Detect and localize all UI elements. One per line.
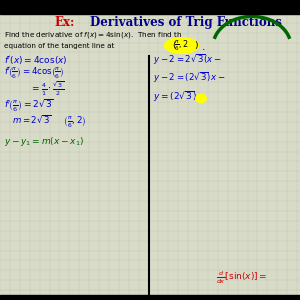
Ellipse shape <box>164 38 199 53</box>
Text: Derivatives of Trig Functions: Derivatives of Trig Functions <box>90 16 282 29</box>
Text: Find the derivative of $f(x) = 4\sin(x)$.  Then find th: Find the derivative of $f(x) = 4\sin(x)$… <box>4 30 183 40</box>
Ellipse shape <box>196 94 206 103</box>
Text: $y - 2 = 2\sqrt{3}(x -$: $y - 2 = 2\sqrt{3}(x -$ <box>153 53 222 67</box>
Bar <box>0 0 300 14</box>
Text: $\frac{d}{dx}[\sin(x)] =$: $\frac{d}{dx}[\sin(x)] =$ <box>216 269 268 286</box>
Text: $y = (2\sqrt{3})x$: $y = (2\sqrt{3})x$ <box>153 89 203 104</box>
Text: $y - y_1 = m(x - x_1)$: $y - y_1 = m(x - x_1)$ <box>4 134 85 148</box>
Text: $($: $($ <box>172 39 176 51</box>
Text: $y - 2 = (2\sqrt{3})x -$: $y - 2 = (2\sqrt{3})x -$ <box>153 71 225 85</box>
Text: equation of the tangent line at: equation of the tangent line at <box>4 43 115 49</box>
Text: $f'\!\left(\frac{\pi}{6}\right) = 4\cos\!\left(\frac{\pi}{6}\right)$: $f'\!\left(\frac{\pi}{6}\right) = 4\cos\… <box>4 66 65 81</box>
Text: $m = 2\sqrt{3}$     $\left(\frac{\pi}{6}, 2\right)$: $m = 2\sqrt{3}$ $\left(\frac{\pi}{6}, 2\… <box>12 113 86 130</box>
Text: Ex:: Ex: <box>54 16 74 29</box>
Text: $)$: $)$ <box>194 39 199 51</box>
Text: $= \frac{4}{1} \cdot \frac{\sqrt{3}}{2}$: $= \frac{4}{1} \cdot \frac{\sqrt{3}}{2}$ <box>30 79 64 98</box>
Text: .: . <box>202 42 206 52</box>
Text: $f'\!\left(\frac{\pi}{6}\right) = 2\sqrt{3}$: $f'\!\left(\frac{\pi}{6}\right) = 2\sqrt… <box>4 97 55 114</box>
Text: $f'(x) = 4\cos(x)$: $f'(x) = 4\cos(x)$ <box>4 54 68 66</box>
Bar <box>0 295 300 300</box>
Text: $\frac{\pi}{6}, 2$: $\frac{\pi}{6}, 2$ <box>174 38 189 53</box>
